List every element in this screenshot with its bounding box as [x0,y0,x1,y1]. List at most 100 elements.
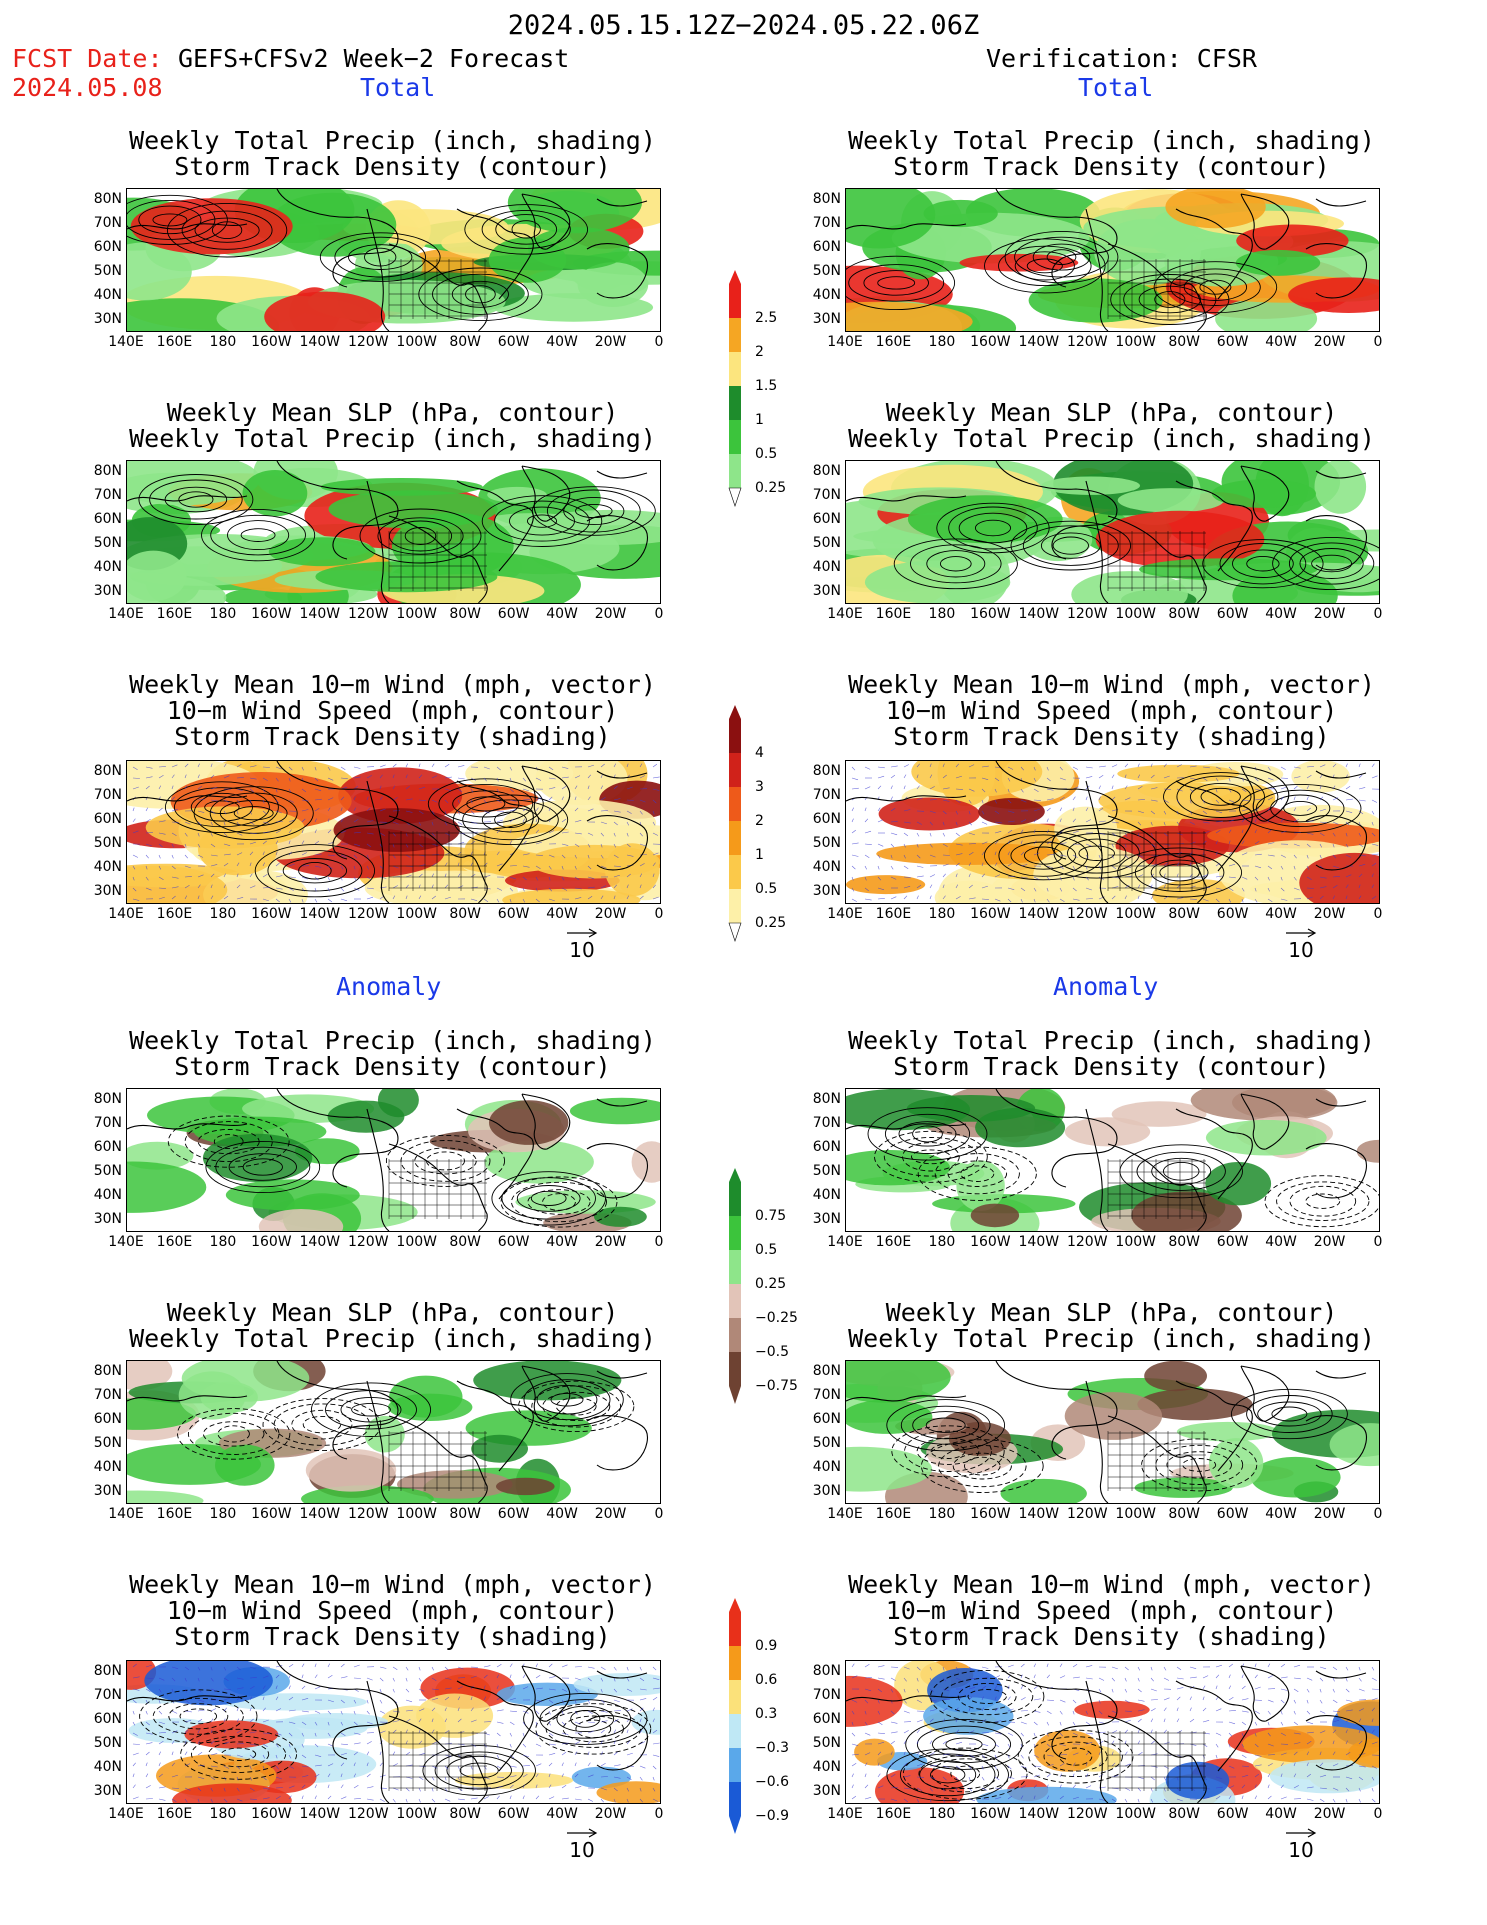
wind-vector [1228,1685,1231,1690]
wind-vector [457,777,465,780]
colorbar-swatch [729,1680,741,1714]
shaded-region [923,199,998,228]
wind-vector [1007,820,1015,823]
wind-vector [929,786,935,790]
wind-vector [903,1677,907,1682]
wind-vector [626,821,630,826]
lon-tick-label: 20W [594,1506,627,1522]
wind-vector [366,820,374,823]
wind-vector [1137,1718,1142,1723]
coastline [521,765,571,822]
contour-line [570,1710,601,1728]
wind-vector [1059,898,1065,902]
wind-vector [574,843,580,848]
wind-vector [1072,898,1080,901]
contour-line [359,508,482,564]
wind-vector [184,1740,187,1745]
wind-vector [1332,1729,1337,1734]
wind-vector [522,1674,526,1679]
contour-line [452,794,569,846]
wind-vector [470,810,475,815]
wind-vector [457,1718,462,1723]
lon-tick-label: 140E [827,1234,863,1250]
fcst-total-wind-storm-map [126,760,661,904]
wind-vector [587,865,592,870]
wind-vector [288,766,293,771]
contour-line [1026,258,1063,274]
wind-vector [877,1773,881,1778]
wind-vector [262,1707,266,1712]
wind-vector [1124,1677,1127,1682]
wind-vector [249,851,254,856]
wind-vector [994,1797,1002,1800]
wind-vector [548,787,556,790]
wind-vector [184,763,189,768]
wind-vector [145,1798,153,1800]
wind-vector [613,1729,617,1734]
wind-vector [405,785,410,790]
wind-vector [1254,788,1262,791]
wind-vector [968,873,971,878]
wind-vector [1215,840,1218,845]
wind-vector [613,1740,616,1745]
wind-vector [1137,1740,1141,1745]
wind-vector [431,1741,438,1745]
lat-tick-label: 60N [812,1711,841,1727]
contour-line [1154,291,1186,308]
colorbar-swatch [729,753,741,787]
wind-vector [1046,865,1053,869]
wind-vector [275,1696,279,1701]
coastline [127,495,248,502]
wind-vector [639,1765,646,1769]
wind-vector [535,1732,539,1737]
panel-title-line: Storm Track Density (contour) [893,1052,1330,1081]
wind-vector [275,875,283,878]
colorbar-label: −0.6 [755,1774,789,1790]
coastline [456,208,534,300]
wind-vector [132,1743,140,1745]
wind-vector [1306,766,1314,768]
wind-vector [587,785,590,790]
wind-vector [652,862,656,867]
wind-vector [600,1751,604,1756]
wind-vector [236,873,239,878]
wind-vector [535,1784,538,1789]
contour-line [546,489,641,533]
wind-vector [418,873,423,878]
wind-vector [236,884,241,889]
wind-vector [379,1751,382,1756]
wind-vector [1371,763,1375,768]
wind-vector [548,766,554,771]
contour-line [500,1176,618,1228]
panel-title-line: Weekly Total Precip (inch, shading) [848,424,1375,453]
shaded-region [846,1675,903,1727]
lon-tick-label: 160W [251,1234,292,1250]
wind-vector [314,807,320,812]
lat-tick-label: 70N [93,1387,122,1403]
wind-vector [1241,887,1245,892]
shaded-region [876,842,1059,865]
wind-vector [509,1721,515,1725]
wind-vector [431,1798,436,1803]
wind-vector [509,1775,517,1778]
wind-vector [1371,873,1374,878]
verif-total-slp-precip-title: Weekly Mean SLP (hPa, contour) Weekly Tot… [805,400,1418,452]
lon-tick-label: 120W [347,1806,389,1822]
wind-vector [864,887,869,892]
panel-title-line: Weekly Mean 10−m Wind (mph, vector) [848,1570,1375,1599]
contour-line [910,544,1002,584]
wind-vector [314,1773,320,1778]
wind-vector [1306,1762,1309,1767]
wind-vector [1267,1721,1270,1726]
coastline [127,223,248,230]
wind-vector [444,862,448,867]
wind-vector [444,852,451,856]
wind-vector [236,1677,244,1680]
wind-vector [288,840,291,845]
wind-vector [903,832,909,837]
lon-tick-label: 160E [875,1806,912,1822]
wind-vector [1150,774,1155,779]
wind-vector [1098,1710,1103,1715]
wind-vector [851,818,854,823]
coastline [586,1415,648,1471]
